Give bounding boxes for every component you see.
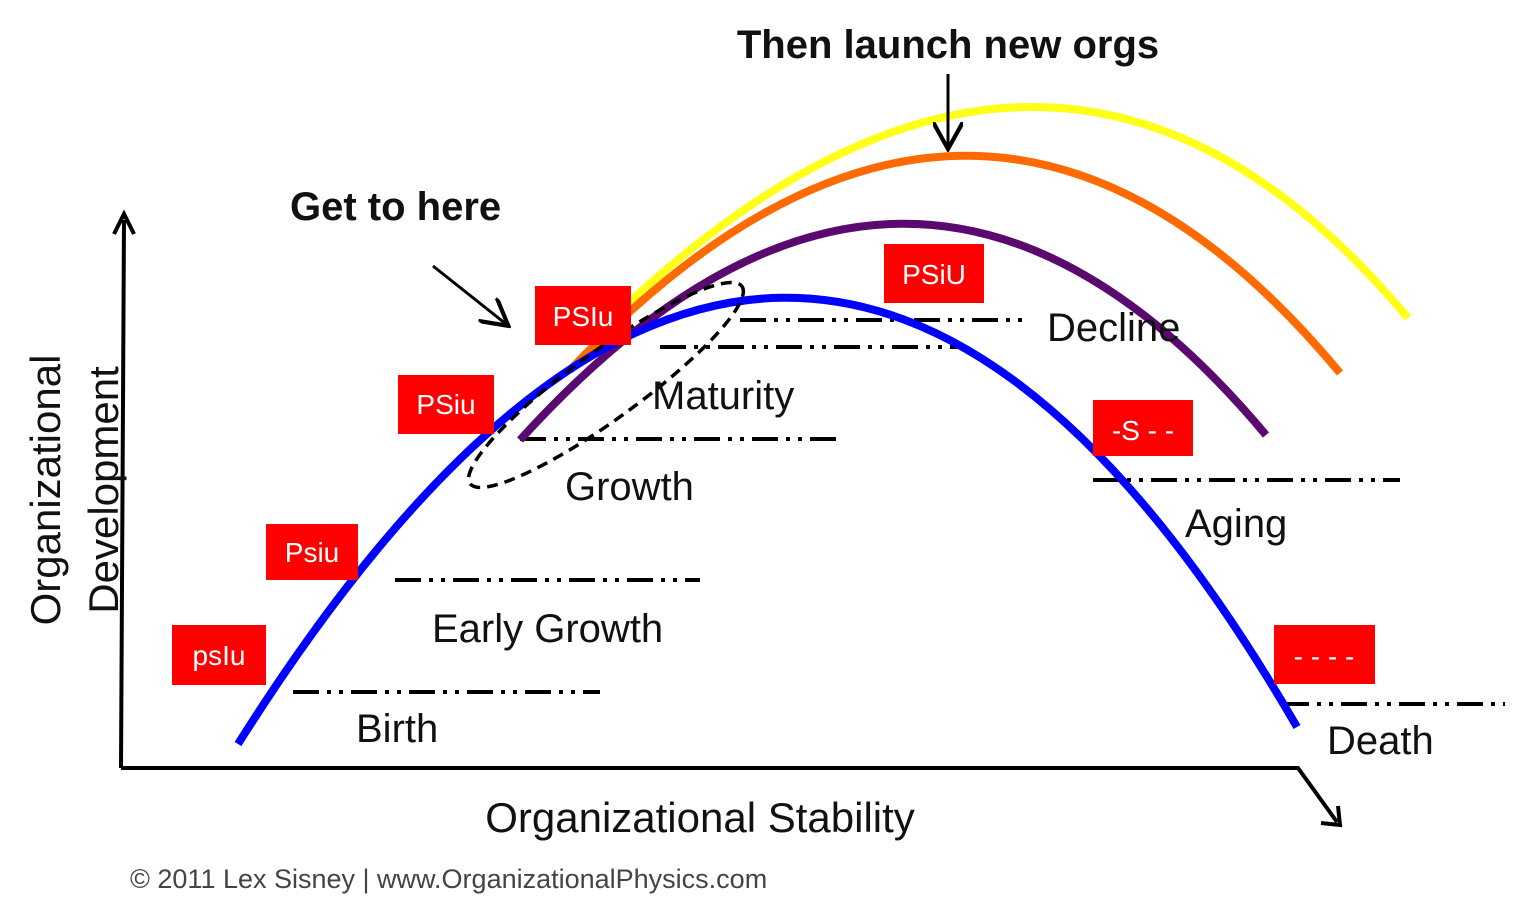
code-badge-early-growth-text: Psiu [285,537,339,568]
code-badge-aging-text: -S - - [1112,415,1174,446]
code-badge-birth-text: psIu [193,640,246,671]
y-axis-label-line-1: Organizational [22,355,69,626]
code-badge-birth: psIu [172,625,266,685]
curve-new-org-2 [567,151,1344,376]
stage-label-birth: Birth [356,707,438,751]
stage-label-death: Death [1327,719,1434,763]
y-axis [119,219,126,769]
callout-get-to-here: Get to here [290,185,501,229]
x-axis-arrowhead [1320,805,1343,828]
curve-main-lifecycle [234,293,1301,747]
stage-label-maturity: Maturity [652,374,794,418]
copyright-footer: © 2011 Lex Sisney | www.OrganizationalPh… [130,864,767,894]
callout-launch-new-orgs: Then launch new orgs [737,23,1159,67]
code-badge-early-growth: Psiu [266,524,358,580]
stage-label-growth: Growth [565,465,694,509]
stage-label-decline: Decline [1047,306,1180,350]
stage-label-aging: Aging [1185,502,1287,546]
stage-dash-lines [293,318,1505,706]
code-badge-decline: PSiU [884,244,984,303]
code-badge-growth: PSiu [398,375,494,434]
get-to-here-ellipse [466,280,746,490]
code-badge-death: - - - - [1274,625,1375,684]
code-badge-maturity: PSIu [535,286,631,345]
y-axis-arrowhead [112,209,136,235]
code-badge-decline-text: PSiU [902,259,966,290]
code-badge-aging: -S - - [1093,400,1193,456]
get-to-here-arrow [432,264,506,324]
code-badge-growth-text: PSiu [416,389,475,420]
code-badge-death-text: - - - - [1294,641,1355,672]
curve-new-org-3 [597,103,1412,333]
y-axis-label-line-2: Development [80,366,127,614]
y-axis-label: Organizational Development [22,355,127,626]
stage-label-early-growth: Early Growth [432,607,663,651]
code-badge-maturity-text: PSIu [553,301,614,332]
x-axis-label: Organizational Stability [485,794,915,841]
x-axis [121,766,1339,824]
